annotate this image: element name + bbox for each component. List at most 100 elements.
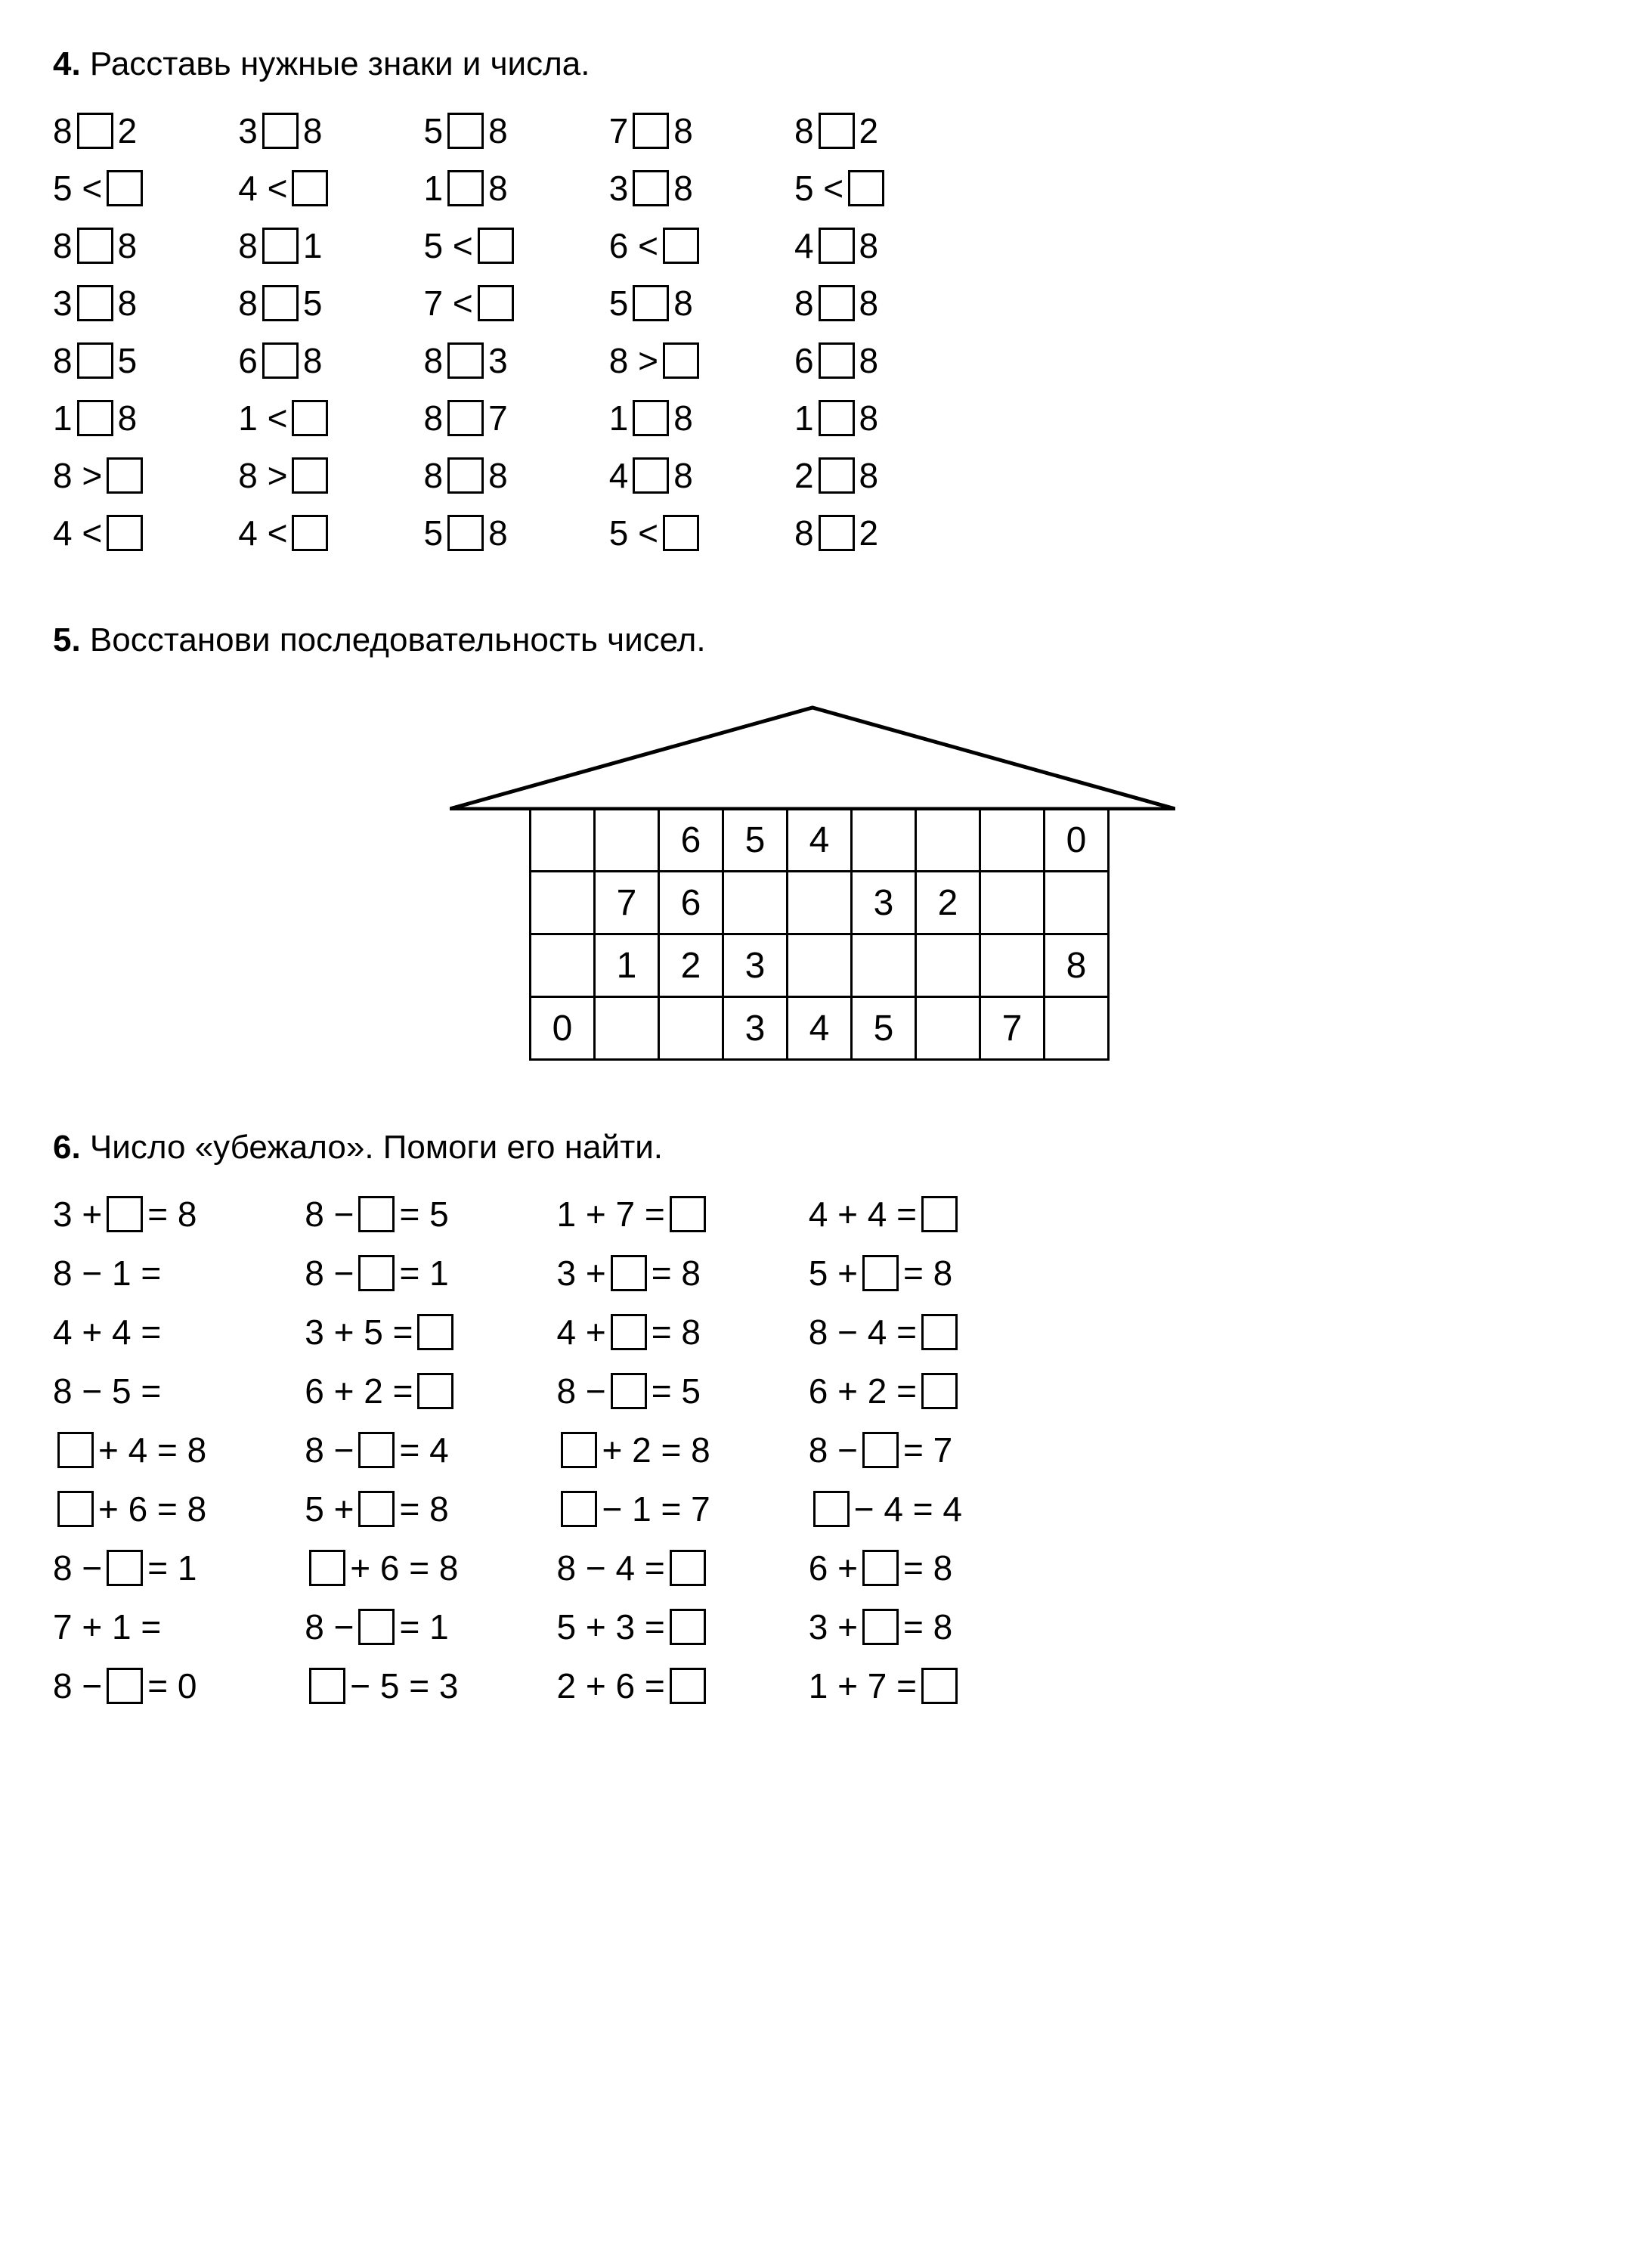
answer-box[interactable] — [417, 1314, 453, 1350]
answer-box[interactable] — [309, 1550, 345, 1586]
answer-box[interactable] — [447, 342, 484, 379]
answer-box[interactable] — [107, 1196, 143, 1232]
answer-box[interactable] — [670, 1550, 706, 1586]
answer-box[interactable] — [358, 1432, 395, 1468]
answer-box[interactable] — [447, 457, 484, 494]
answer-box[interactable] — [819, 515, 855, 551]
answer-box[interactable] — [77, 285, 113, 321]
answer-box[interactable] — [358, 1491, 395, 1527]
house-cell[interactable] — [916, 809, 980, 872]
answer-box[interactable] — [611, 1255, 647, 1291]
answer-box[interactable] — [447, 113, 484, 149]
answer-box[interactable] — [107, 515, 143, 551]
answer-box[interactable] — [819, 457, 855, 494]
answer-box[interactable] — [292, 170, 328, 206]
answer-box[interactable] — [633, 400, 669, 436]
answer-box[interactable] — [819, 113, 855, 149]
house-cell[interactable] — [852, 809, 916, 872]
ex6-text-pre: 8 − — [305, 1606, 354, 1647]
answer-box[interactable] — [611, 1314, 647, 1350]
house-cell[interactable] — [1045, 872, 1109, 934]
answer-box[interactable] — [358, 1609, 395, 1645]
ex4-left-number: 1 — [609, 398, 629, 438]
answer-box[interactable] — [670, 1668, 706, 1704]
ex6-text-pre: 3 + — [556, 1253, 605, 1294]
answer-box[interactable] — [447, 515, 484, 551]
answer-box[interactable] — [309, 1668, 345, 1704]
answer-box[interactable] — [670, 1609, 706, 1645]
answer-box[interactable] — [663, 515, 699, 551]
answer-box[interactable] — [862, 1432, 899, 1468]
house-cell[interactable] — [788, 872, 852, 934]
answer-box[interactable] — [262, 228, 299, 264]
house-cell[interactable] — [595, 809, 659, 872]
house-row: 7632 — [531, 872, 1109, 934]
answer-box[interactable] — [358, 1196, 395, 1232]
answer-box[interactable] — [633, 285, 669, 321]
answer-box[interactable] — [262, 342, 299, 379]
answer-box[interactable] — [358, 1255, 395, 1291]
answer-box[interactable] — [862, 1550, 899, 1586]
house-wrap: 65407632123803457 — [53, 705, 1572, 1061]
answer-box[interactable] — [447, 400, 484, 436]
answer-box[interactable] — [77, 342, 113, 379]
answer-box[interactable] — [921, 1314, 958, 1350]
answer-box[interactable] — [819, 285, 855, 321]
answer-box[interactable] — [663, 228, 699, 264]
answer-box[interactable] — [292, 515, 328, 551]
answer-box[interactable] — [921, 1373, 958, 1409]
answer-box[interactable] — [262, 113, 299, 149]
house-cell[interactable] — [788, 934, 852, 997]
house-cell[interactable] — [595, 997, 659, 1060]
answer-box[interactable] — [107, 1550, 143, 1586]
house-cell[interactable] — [531, 934, 595, 997]
answer-box[interactable] — [862, 1255, 899, 1291]
answer-box[interactable] — [107, 457, 143, 494]
answer-box[interactable] — [478, 228, 514, 264]
house-cell[interactable] — [980, 934, 1045, 997]
answer-box[interactable] — [107, 170, 143, 206]
answer-box[interactable] — [921, 1668, 958, 1704]
answer-box[interactable] — [77, 228, 113, 264]
answer-box[interactable] — [262, 285, 299, 321]
house-cell[interactable] — [980, 809, 1045, 872]
answer-box[interactable] — [611, 1373, 647, 1409]
answer-box[interactable] — [819, 342, 855, 379]
ex4-left-number: 8 — [794, 283, 814, 324]
house-cell[interactable] — [531, 809, 595, 872]
answer-box[interactable] — [292, 457, 328, 494]
answer-box[interactable] — [813, 1491, 850, 1527]
ex6-text-pre: 8 − — [305, 1430, 354, 1470]
answer-box[interactable] — [670, 1196, 706, 1232]
answer-box[interactable] — [57, 1432, 94, 1468]
house-cell[interactable] — [723, 872, 788, 934]
answer-box[interactable] — [107, 1668, 143, 1704]
house-cell[interactable] — [1045, 997, 1109, 1060]
answer-box[interactable] — [447, 170, 484, 206]
answer-box[interactable] — [417, 1373, 453, 1409]
house-cell[interactable] — [659, 997, 723, 1060]
answer-box[interactable] — [819, 400, 855, 436]
answer-box[interactable] — [848, 170, 884, 206]
answer-box[interactable] — [633, 170, 669, 206]
answer-box[interactable] — [663, 342, 699, 379]
answer-box[interactable] — [633, 113, 669, 149]
answer-box[interactable] — [633, 457, 669, 494]
answer-box[interactable] — [292, 400, 328, 436]
house-cell[interactable] — [980, 872, 1045, 934]
ex4-left-number: 4 — [794, 225, 814, 266]
answer-box[interactable] — [77, 400, 113, 436]
answer-box[interactable] — [561, 1491, 597, 1527]
house-cell[interactable] — [916, 934, 980, 997]
house-cell[interactable] — [531, 872, 595, 934]
answer-box[interactable] — [561, 1432, 597, 1468]
house-cell[interactable] — [852, 934, 916, 997]
answer-box[interactable] — [478, 285, 514, 321]
house-cell: 3 — [723, 934, 788, 997]
answer-box[interactable] — [819, 228, 855, 264]
answer-box[interactable] — [77, 113, 113, 149]
answer-box[interactable] — [862, 1609, 899, 1645]
house-cell[interactable] — [916, 997, 980, 1060]
answer-box[interactable] — [57, 1491, 94, 1527]
answer-box[interactable] — [921, 1196, 958, 1232]
